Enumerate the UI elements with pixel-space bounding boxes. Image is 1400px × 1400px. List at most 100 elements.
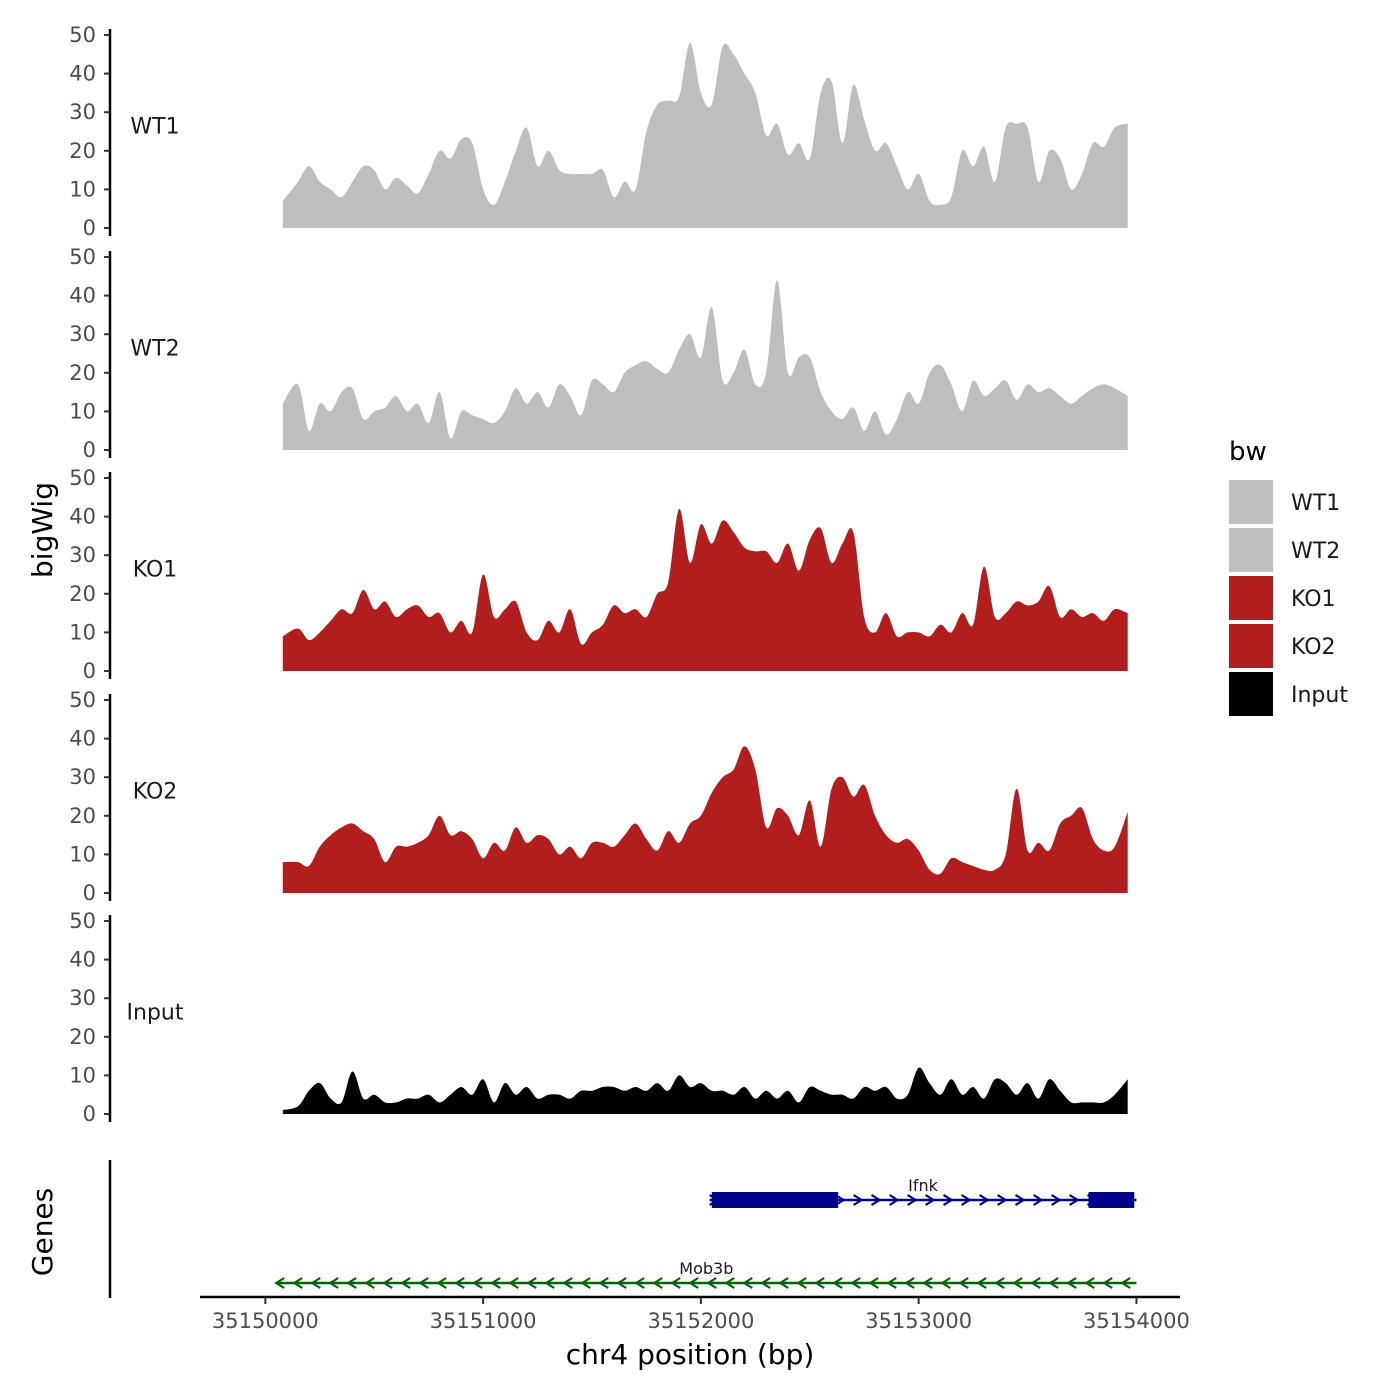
y-axis-title: bigWig	[26, 482, 59, 578]
strand-arrow	[310, 1277, 321, 1289]
strand-arrow	[688, 1277, 699, 1289]
strand-arrow	[976, 1277, 987, 1289]
legend-swatch-ko2	[1229, 624, 1273, 668]
y-tick-label: 0	[83, 881, 96, 905]
y-tick-label: 20	[69, 361, 96, 385]
strand-arrow	[994, 1277, 1005, 1289]
gene-label: Ifnk	[908, 1176, 938, 1195]
strand-arrow	[814, 1277, 825, 1289]
gene-label: Mob3b	[679, 1259, 733, 1278]
strand-arrow	[616, 1277, 627, 1289]
track-wt2: 0 10 20 30 40 50 WT2	[69, 245, 1128, 462]
strand-arrow	[742, 1277, 753, 1289]
strand-arrow	[979, 1194, 990, 1206]
strand-arrow	[925, 1194, 936, 1206]
strand-arrow	[1066, 1277, 1077, 1289]
legend-swatch-wt1	[1229, 480, 1273, 524]
strand-arrow	[958, 1277, 969, 1289]
strand-arrow	[832, 1277, 843, 1289]
strand-arrow	[961, 1194, 972, 1206]
strand-arrow	[1069, 1194, 1080, 1206]
strand-arrow	[868, 1277, 879, 1289]
legend-label: WT1	[1291, 491, 1340, 516]
y-tick-label: 10	[69, 842, 96, 866]
strand-arrow	[526, 1277, 537, 1289]
y-tick-label: 30	[69, 322, 96, 346]
strand-arrow	[796, 1277, 807, 1289]
track-label: Input	[127, 1001, 184, 1026]
strand-arrow	[1051, 1194, 1062, 1206]
legend-swatch-wt2	[1229, 528, 1273, 572]
y-tick-label: 0	[83, 659, 96, 683]
strand-arrow	[436, 1277, 447, 1289]
strand-arrow	[580, 1277, 591, 1289]
strand-arrow	[328, 1277, 339, 1289]
genes-panel: Ifnk Mob3b	[108, 1160, 1137, 1298]
y-tick-label: 30	[69, 100, 96, 124]
strand-arrow	[454, 1277, 465, 1289]
y-tick-label: 10	[69, 620, 96, 644]
y-tick-label: 50	[69, 466, 96, 490]
strand-arrow	[1012, 1277, 1023, 1289]
x-tick-label: 35154000	[1083, 1309, 1190, 1333]
y-tick-label: 10	[69, 1063, 96, 1087]
strand-arrow	[907, 1194, 918, 1206]
y-tick-label: 50	[69, 688, 96, 712]
strand-arrow	[1030, 1277, 1041, 1289]
strand-arrow	[1102, 1277, 1113, 1289]
gene-ifnk: Ifnk	[709, 1176, 1137, 1208]
x-tick-label: 35152000	[647, 1309, 754, 1333]
gene-exon	[1088, 1192, 1135, 1208]
legend-swatch-input	[1229, 672, 1273, 716]
strand-arrow	[1048, 1277, 1059, 1289]
y-tick-label: 40	[69, 505, 96, 529]
x-axis-title: chr4 position (bp)	[566, 1338, 815, 1371]
y-tick-label: 40	[69, 727, 96, 751]
gene-exon	[711, 1192, 839, 1208]
legend-label: WT2	[1291, 539, 1340, 564]
coverage-area-input	[282, 1067, 1128, 1114]
strand-arrow	[490, 1277, 501, 1289]
strand-arrow	[871, 1194, 882, 1206]
track-label: KO1	[133, 558, 178, 583]
y-tick-label: 0	[83, 438, 96, 462]
x-tick-label: 35150000	[212, 1309, 319, 1333]
strand-arrow	[1033, 1194, 1044, 1206]
strand-arrow	[670, 1277, 681, 1289]
y-tick-label: 30	[69, 986, 96, 1010]
legend-label: KO2	[1291, 635, 1336, 660]
coverage-area-wt1	[282, 42, 1128, 228]
strand-arrow	[400, 1277, 411, 1289]
strand-arrow	[943, 1194, 954, 1206]
y-tick-label: 0	[83, 1102, 96, 1126]
strand-arrow	[706, 1277, 717, 1289]
track-input: 0 10 20 30 40 50 Input	[69, 909, 1128, 1126]
y-tick-label: 50	[69, 245, 96, 269]
y-tick-label: 40	[69, 284, 96, 308]
y-tick-label: 20	[69, 804, 96, 828]
strand-arrow	[760, 1277, 771, 1289]
track-ko1: 0 10 20 30 40 50 KO1	[69, 466, 1128, 683]
strand-arrow	[598, 1277, 609, 1289]
y-tick-label: 40	[69, 62, 96, 86]
strand-arrow	[382, 1277, 393, 1289]
strand-arrow	[544, 1277, 555, 1289]
coverage-tracks: 0 10 20 30 40 50 WT1 0 10 20 30 40 50 WT2 0 10 20 30 40 50 K…	[69, 23, 1128, 1126]
strand-arrow	[418, 1277, 429, 1289]
strand-arrow	[292, 1277, 303, 1289]
strand-arrow	[904, 1277, 915, 1289]
coverage-area-ko2	[282, 746, 1128, 893]
coverage-area-wt2	[282, 280, 1128, 450]
gene-mob3b: Mob3b	[274, 1259, 1137, 1289]
strand-arrow	[634, 1277, 645, 1289]
strand-arrow	[922, 1277, 933, 1289]
coverage-area-ko1	[282, 508, 1128, 671]
strand-arrow	[652, 1277, 663, 1289]
strand-arrow	[940, 1277, 951, 1289]
y-tick-label: 10	[69, 177, 96, 201]
genes-axis-title: Genes	[26, 1188, 59, 1276]
y-tick-label: 30	[69, 765, 96, 789]
strand-arrow	[1084, 1277, 1095, 1289]
strand-arrow	[346, 1277, 357, 1289]
